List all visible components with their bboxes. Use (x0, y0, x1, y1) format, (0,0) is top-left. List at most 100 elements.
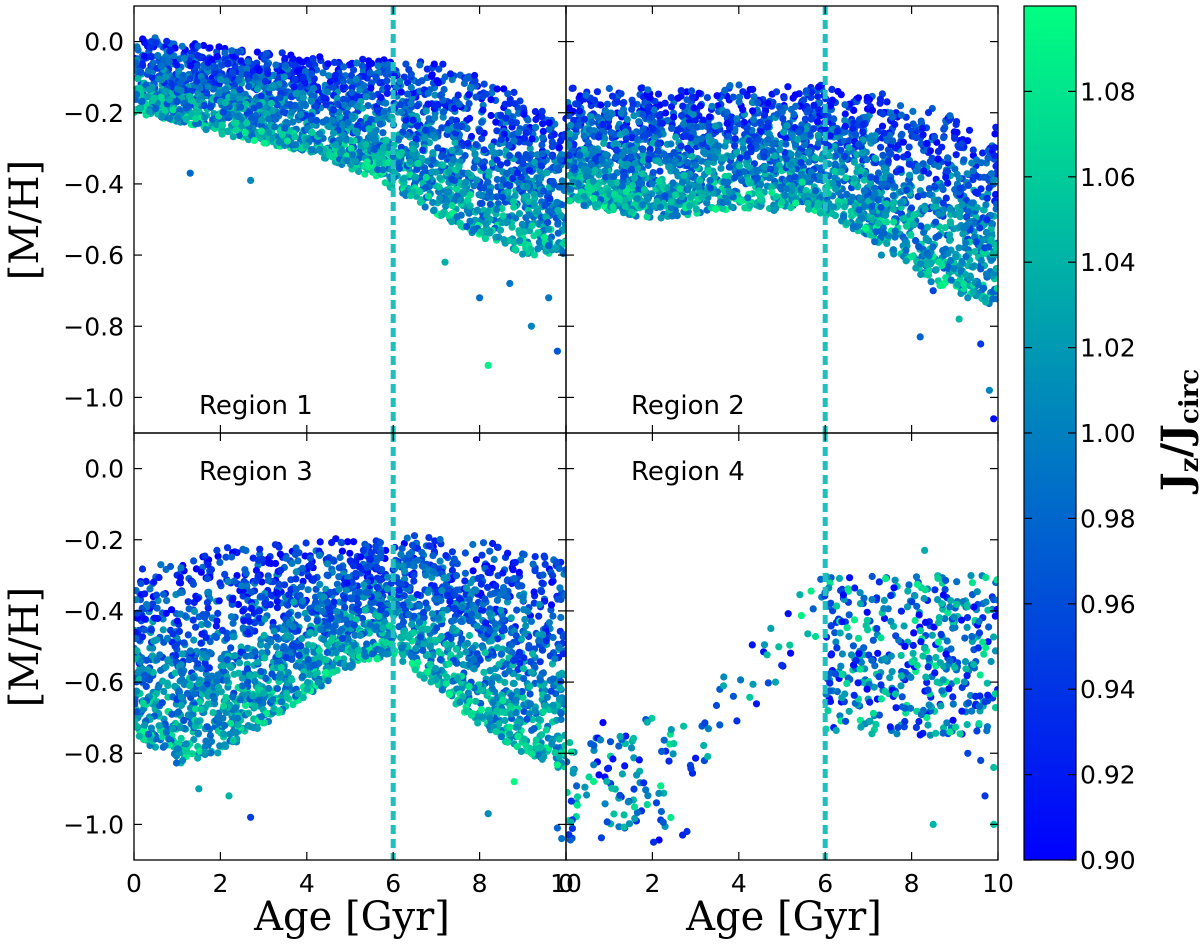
data-point (854, 94, 863, 102)
data-point (471, 77, 479, 85)
data-point (959, 280, 968, 288)
data-point (290, 83, 298, 91)
data-point (257, 92, 265, 100)
data-point (879, 151, 887, 159)
data-point (946, 231, 954, 239)
data-point (991, 130, 998, 138)
data-point (140, 52, 148, 61)
data-point (562, 114, 566, 123)
data-point (502, 114, 510, 122)
data-point (828, 96, 837, 104)
data-point (241, 90, 249, 98)
data-point (234, 48, 242, 56)
data-point (429, 156, 437, 164)
data-point (316, 146, 324, 154)
data-point (466, 114, 474, 122)
data-point (946, 236, 954, 244)
data-point (347, 144, 355, 152)
data-point (416, 198, 425, 206)
data-point (493, 127, 501, 135)
data-point (920, 191, 928, 199)
data-point (340, 63, 348, 71)
data-point (771, 152, 779, 160)
data-point (510, 137, 518, 145)
data-point (528, 222, 536, 230)
data-point (906, 171, 914, 179)
data-point (291, 61, 299, 69)
data-point (486, 229, 494, 237)
data-point (662, 109, 670, 117)
data-point (279, 108, 287, 116)
data-point (370, 146, 378, 154)
data-point (739, 144, 747, 152)
data-point (841, 128, 849, 136)
data-point (292, 90, 300, 98)
data-point (319, 118, 327, 126)
data-point (324, 60, 332, 68)
data-point (232, 126, 240, 134)
data-point (768, 188, 776, 197)
data-point (464, 139, 472, 147)
data-point (645, 150, 653, 158)
data-point (523, 183, 531, 191)
data-point (925, 267, 933, 275)
data-point (448, 218, 456, 226)
data-point (162, 73, 170, 81)
data-point (783, 122, 791, 130)
data-point (750, 116, 758, 124)
data-point (308, 146, 316, 154)
data-point (380, 108, 388, 116)
data-point (672, 133, 680, 141)
data-point (919, 131, 927, 139)
data-point (430, 60, 438, 68)
data-point (368, 59, 376, 68)
data-point (713, 92, 721, 100)
data-point (677, 87, 685, 95)
data-point (838, 168, 846, 176)
data-point (192, 115, 200, 123)
data-point (708, 102, 716, 110)
data-point (939, 199, 947, 207)
data-point (880, 164, 888, 172)
data-point (429, 198, 437, 207)
data-point (493, 205, 501, 213)
data-point (602, 150, 610, 158)
data-point (526, 144, 534, 153)
data-point (476, 294, 484, 302)
data-point (438, 124, 446, 132)
data-point (857, 194, 865, 202)
data-point (229, 133, 237, 141)
data-point (359, 55, 367, 63)
data-point (145, 85, 153, 94)
data-point (909, 107, 917, 115)
data-point (470, 164, 478, 172)
data-point (202, 126, 210, 134)
data-point (360, 82, 368, 90)
data-point (712, 205, 720, 213)
data-point (307, 116, 315, 124)
data-point (735, 81, 743, 89)
data-point (231, 119, 239, 127)
data-point (525, 166, 534, 174)
data-point (273, 101, 281, 109)
data-point (398, 108, 406, 116)
data-point (379, 129, 387, 137)
data-point (510, 88, 518, 96)
data-point (511, 100, 519, 108)
data-point (418, 154, 426, 162)
data-point (452, 117, 461, 125)
data-point (833, 127, 842, 135)
data-point (566, 141, 573, 149)
data-point (871, 154, 879, 162)
data-point (987, 170, 996, 178)
data-point (506, 279, 514, 288)
data-point (701, 150, 709, 158)
data-point (912, 237, 920, 245)
data-point (250, 136, 258, 145)
data-point (289, 118, 297, 126)
data-point (465, 100, 473, 108)
data-point (514, 151, 522, 159)
data-point (915, 243, 923, 251)
data-point (993, 170, 998, 178)
data-point (631, 159, 639, 168)
